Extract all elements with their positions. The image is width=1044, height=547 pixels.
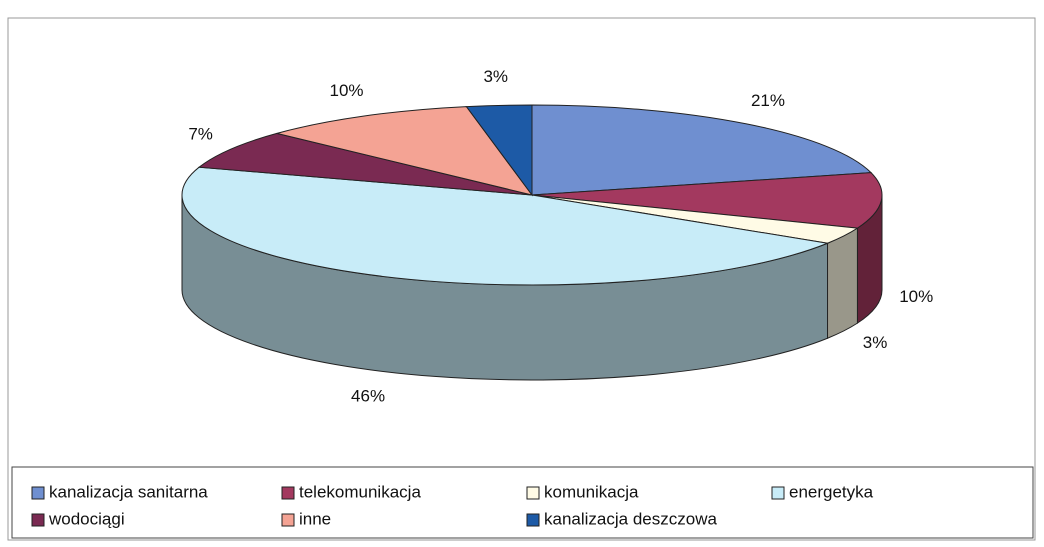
slice [181, 166, 830, 286]
slice [531, 172, 883, 229]
legend-swatch [31, 513, 45, 527]
data-label: 21% [751, 91, 785, 110]
legend-label: komunikacja [544, 482, 639, 501]
legend-swatch [31, 486, 45, 500]
data-label: 3% [863, 333, 888, 352]
legend-label: kanalizacja deszczowa [544, 509, 717, 528]
legend-swatch [281, 486, 295, 500]
slice [531, 104, 873, 196]
slice-side [827, 227, 858, 339]
legend-label: inne [299, 509, 331, 528]
legend-box [11, 466, 1034, 539]
legend-swatch [526, 513, 540, 527]
slice [465, 104, 533, 197]
data-label: 3% [483, 67, 508, 86]
data-label: 7% [188, 124, 213, 143]
legend-swatch [281, 513, 295, 527]
legend-label: wodociągi [48, 509, 125, 528]
legend-label: energetyka [789, 482, 874, 501]
slice [197, 132, 533, 196]
data-label: 10% [330, 81, 364, 100]
legend-label: kanalizacja sanitarna [49, 482, 208, 501]
slice [276, 106, 534, 196]
data-label: 46% [351, 386, 385, 405]
data-label: 10% [899, 287, 933, 306]
legend-label: telekomunikacja [299, 482, 421, 501]
legend-swatch [526, 486, 540, 500]
legend-swatch [771, 486, 785, 500]
